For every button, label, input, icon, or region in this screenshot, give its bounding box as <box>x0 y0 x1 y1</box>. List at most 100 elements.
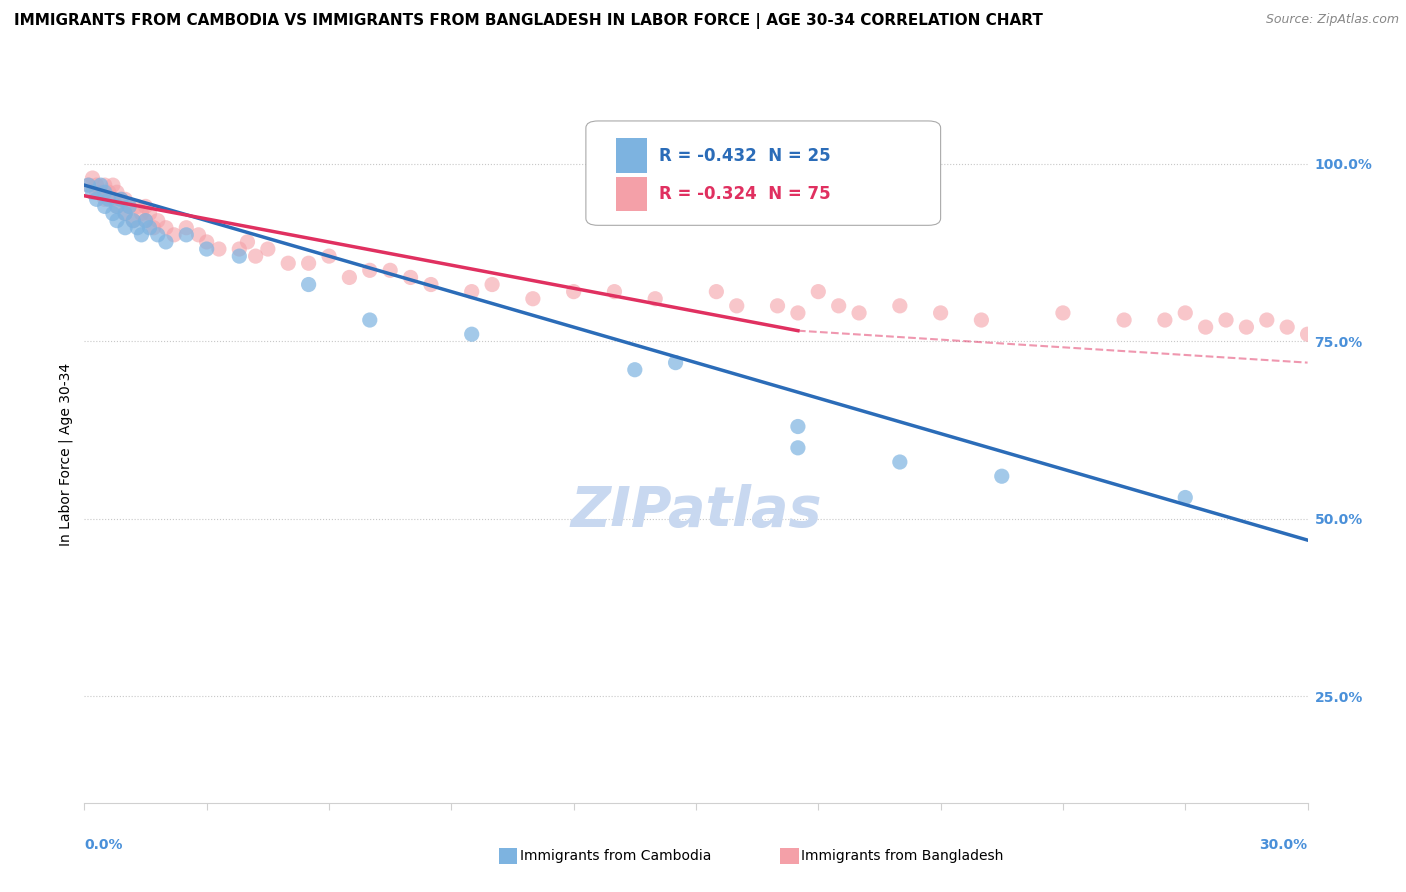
Point <box>766 299 789 313</box>
Text: ZIPatlas: ZIPatlas <box>571 483 821 538</box>
Point <box>1215 313 1237 327</box>
Point <box>481 277 503 292</box>
Point <box>195 235 218 249</box>
Point <box>138 220 160 235</box>
Point <box>86 186 108 200</box>
Point <box>138 206 160 220</box>
Point <box>889 455 911 469</box>
Point <box>787 419 810 434</box>
Point <box>257 242 280 256</box>
Point <box>461 285 484 299</box>
Point <box>298 277 321 292</box>
Point <box>97 186 120 200</box>
Point <box>359 313 381 327</box>
Point <box>101 206 124 220</box>
Text: 0.0%: 0.0% <box>84 838 122 853</box>
Point <box>787 306 810 320</box>
Point <box>603 285 626 299</box>
Point <box>135 213 157 227</box>
Point <box>146 227 169 242</box>
Point <box>187 227 209 242</box>
Point <box>135 199 157 213</box>
Point <box>131 206 153 220</box>
Point <box>127 199 149 213</box>
Point <box>228 249 250 263</box>
Point <box>114 192 136 206</box>
Point <box>90 186 112 200</box>
Point <box>359 263 381 277</box>
Point <box>118 199 141 213</box>
Point <box>110 192 132 206</box>
Point <box>245 249 267 263</box>
FancyBboxPatch shape <box>586 121 941 226</box>
Point <box>399 270 422 285</box>
Point <box>135 213 157 227</box>
Bar <box>616 177 647 211</box>
Point <box>848 306 870 320</box>
Point <box>93 186 115 200</box>
Point <box>82 186 104 200</box>
Point <box>1174 491 1197 505</box>
Point <box>122 213 145 227</box>
Point <box>105 186 128 200</box>
Point <box>522 292 544 306</box>
Point <box>127 220 149 235</box>
Point <box>86 178 108 193</box>
Point <box>93 199 115 213</box>
Point <box>562 285 585 299</box>
Point <box>90 178 112 193</box>
Point <box>277 256 299 270</box>
Point <box>101 178 124 193</box>
Point <box>114 220 136 235</box>
Text: IMMIGRANTS FROM CAMBODIA VS IMMIGRANTS FROM BANGLADESH IN LABOR FORCE | AGE 30-3: IMMIGRANTS FROM CAMBODIA VS IMMIGRANTS F… <box>14 13 1043 29</box>
Point <box>122 213 145 227</box>
Point <box>228 242 250 256</box>
Point <box>236 235 259 249</box>
Point <box>298 256 321 270</box>
Point <box>1114 313 1136 327</box>
Point <box>114 206 136 220</box>
Point <box>1174 306 1197 320</box>
Point <box>105 199 128 213</box>
Text: 30.0%: 30.0% <box>1260 838 1308 853</box>
Point <box>1275 320 1298 334</box>
Point <box>461 327 484 342</box>
Y-axis label: In Labor Force | Age 30-34: In Labor Force | Age 30-34 <box>59 363 73 547</box>
Point <box>1052 306 1074 320</box>
Point <box>101 192 124 206</box>
Point <box>787 441 810 455</box>
Point <box>339 270 360 285</box>
Point <box>644 292 666 306</box>
Text: Source: ZipAtlas.com: Source: ZipAtlas.com <box>1265 13 1399 27</box>
Text: R = -0.432  N = 25: R = -0.432 N = 25 <box>659 147 831 165</box>
Point <box>664 356 686 370</box>
Point <box>86 192 108 206</box>
Point <box>77 178 100 193</box>
Point <box>110 192 132 206</box>
Point <box>195 242 218 256</box>
Point <box>131 227 153 242</box>
Point <box>155 235 177 249</box>
Point <box>380 263 402 277</box>
Point <box>97 192 120 206</box>
Point <box>1296 327 1319 342</box>
Point <box>704 285 728 299</box>
Point <box>93 192 115 206</box>
Point <box>1256 313 1278 327</box>
Point <box>970 313 993 327</box>
Point <box>174 227 197 242</box>
Point <box>318 249 340 263</box>
Point <box>105 199 128 213</box>
Point <box>1195 320 1218 334</box>
Bar <box>616 138 647 173</box>
Point <box>929 306 952 320</box>
Point <box>77 178 100 193</box>
Text: R = -0.324  N = 75: R = -0.324 N = 75 <box>659 185 831 203</box>
Point <box>420 277 443 292</box>
Point <box>725 299 748 313</box>
Text: Immigrants from Cambodia: Immigrants from Cambodia <box>520 849 711 863</box>
Point <box>163 227 186 242</box>
Point <box>82 171 104 186</box>
Point <box>114 206 136 220</box>
Point <box>93 178 115 193</box>
